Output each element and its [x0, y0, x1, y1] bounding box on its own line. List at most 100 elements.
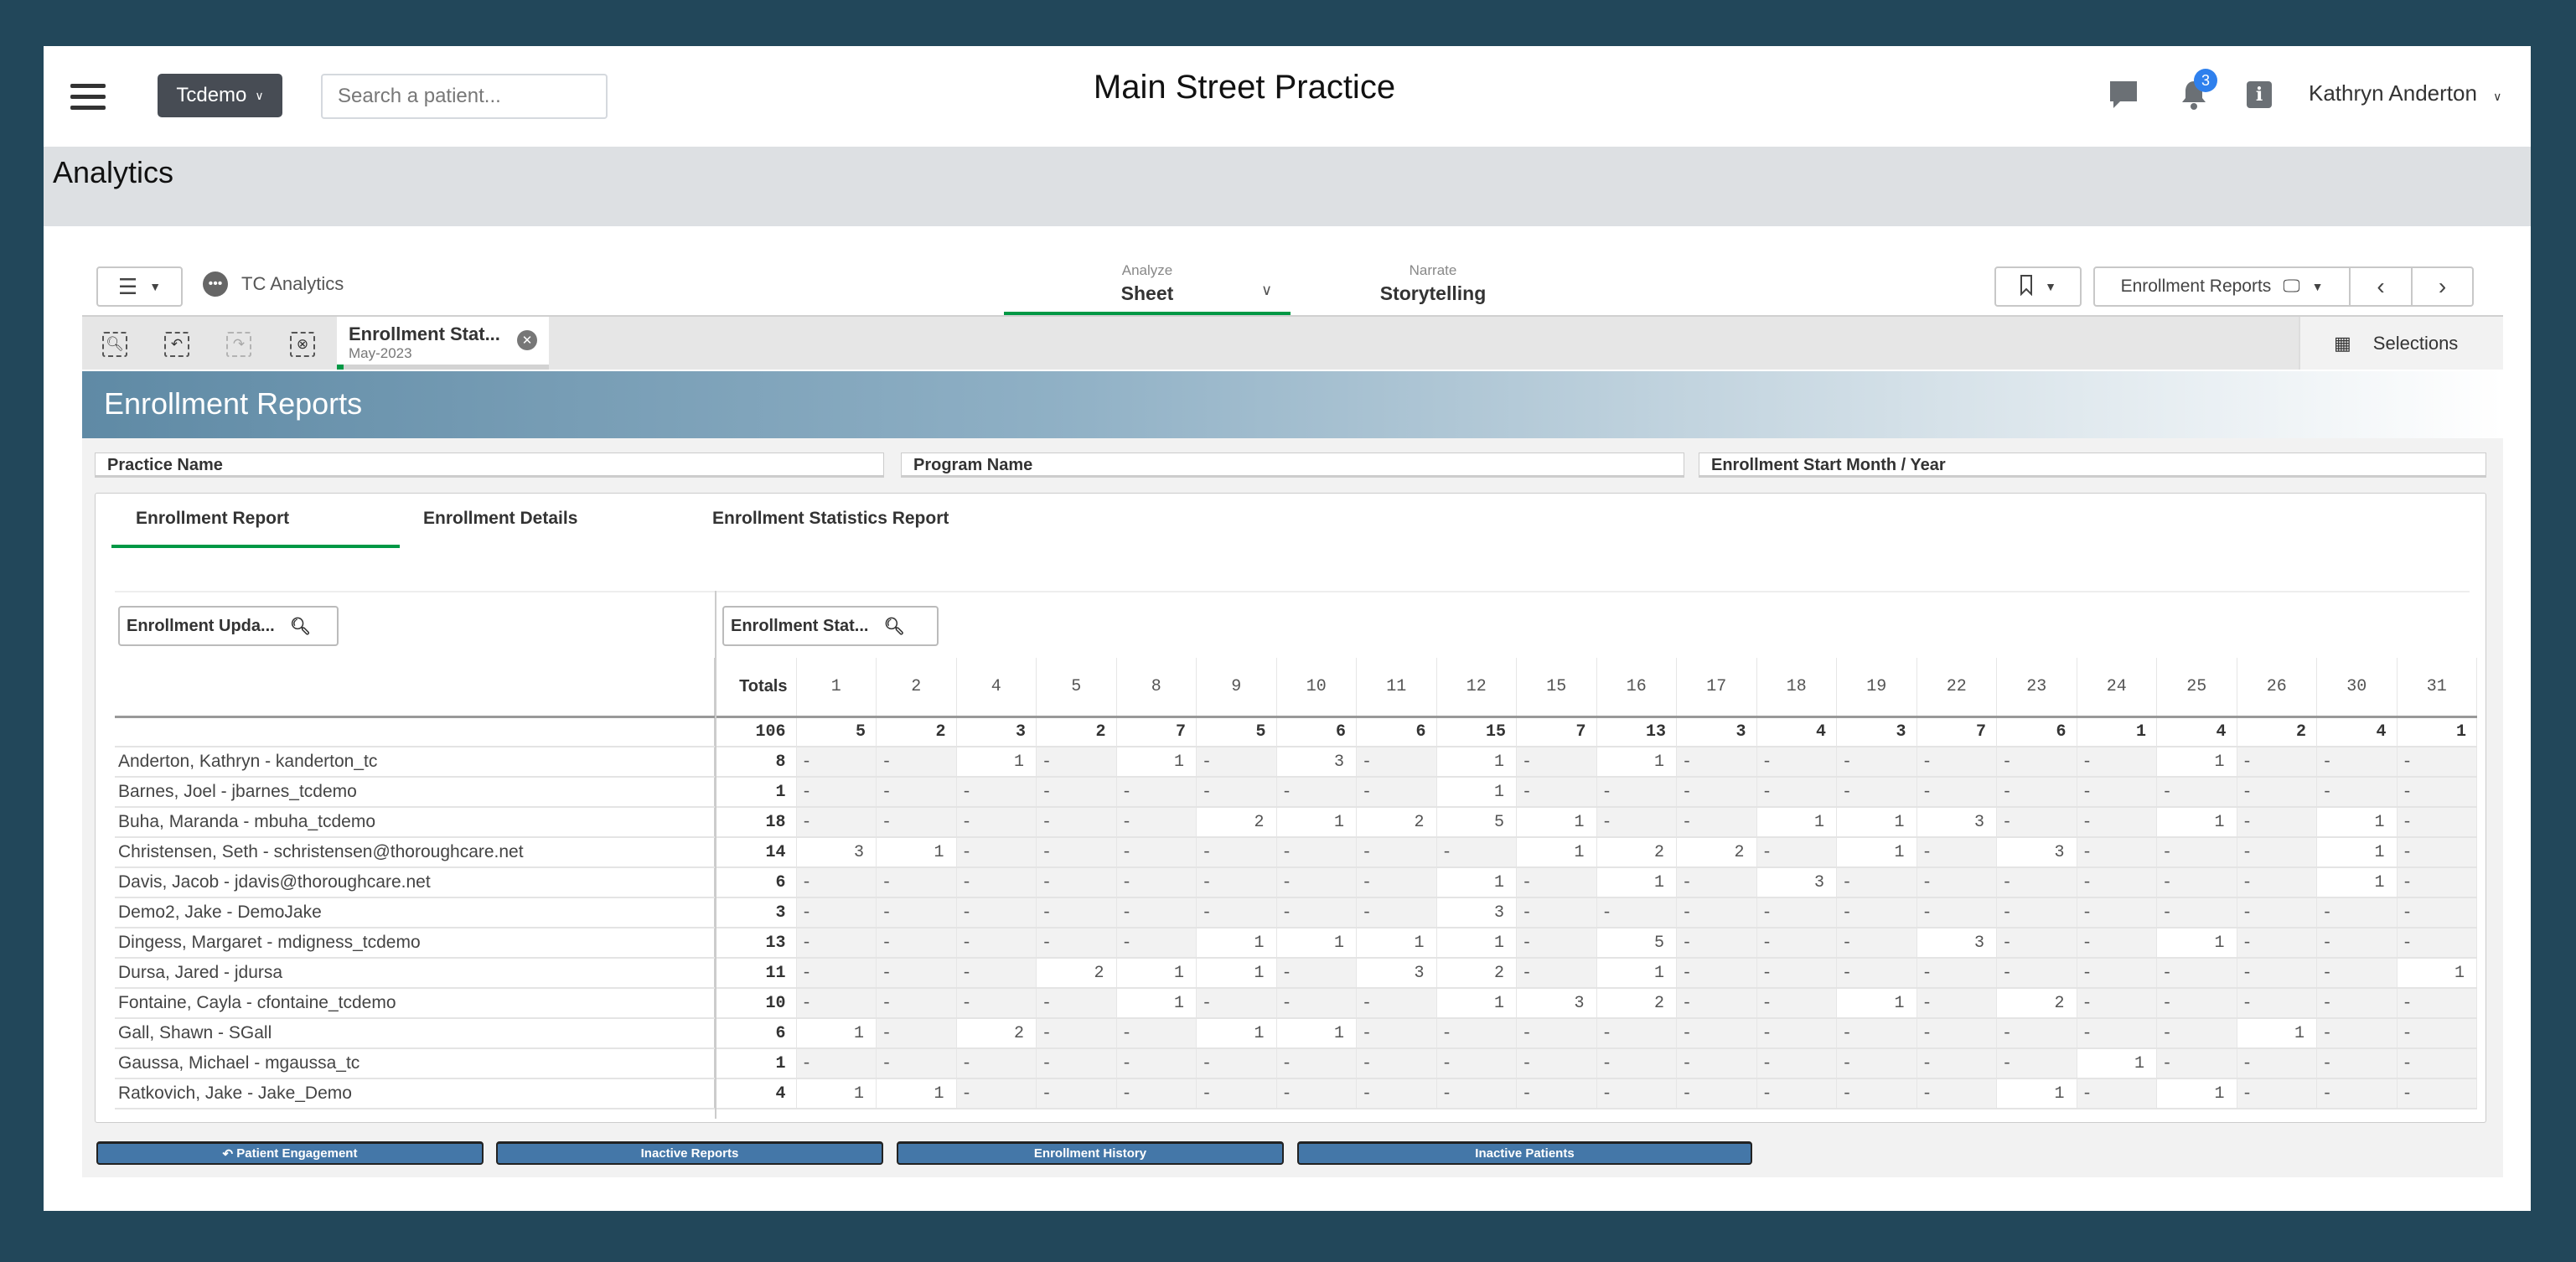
table-cell: - [1196, 837, 1277, 868]
user-menu[interactable]: Kathryn Anderton ∨ [2309, 80, 2501, 106]
table-cell: - [956, 897, 1037, 928]
qlik-menu-button[interactable]: ☰ ▼ [96, 266, 183, 307]
row-dimension-search[interactable]: Enrollment Upda... 🔍︎ [118, 606, 339, 646]
chevron-down-icon[interactable]: ∨ [1261, 282, 1273, 298]
table-cell: - [876, 897, 957, 928]
enrollment-history-button[interactable]: Enrollment History [897, 1141, 1284, 1165]
tab-enrollment-statistics[interactable]: Enrollment Statistics Report [712, 509, 949, 528]
inactive-reports-button[interactable]: Inactive Reports [496, 1141, 883, 1165]
filter-practice-name[interactable]: Practice Name [95, 453, 884, 478]
column-header: 5 [1036, 658, 1117, 718]
org-dropdown-button[interactable]: Tcdemo ∨ [158, 74, 282, 117]
column-dimension-search[interactable]: Enrollment Stat... 🔍︎ [722, 606, 939, 646]
row-label[interactable]: Demo2, Jake - DemoJake [115, 897, 716, 928]
filter-enrollment-start[interactable]: Enrollment Start Month / Year [1699, 453, 2486, 478]
selections-button[interactable]: ▦ Selections [2299, 317, 2503, 370]
table-cell: - [1916, 1078, 1997, 1109]
table-cell: 1 [1196, 928, 1277, 959]
row-label[interactable]: Dursa, Jared - jdursa [115, 958, 716, 989]
more-icon[interactable]: ••• [203, 272, 228, 297]
column-header: 12 [1436, 658, 1517, 718]
tab-enrollment-details[interactable]: Enrollment Details [423, 509, 578, 528]
row-label[interactable]: Buha, Maranda - mbuha_tcdemo [115, 807, 716, 838]
active-tab-indicator [111, 545, 400, 548]
table-cell: - [1196, 747, 1277, 778]
table-cell: - [1276, 1048, 1357, 1079]
table-cell: - [2237, 988, 2317, 1019]
table-cell: - [1036, 867, 1117, 898]
table-cell: - [1916, 988, 1997, 1019]
table-cell: - [2077, 928, 2157, 959]
table-cell: - [1756, 777, 1837, 808]
table-cell: - [2156, 1048, 2237, 1079]
column-header: 11 [1356, 658, 1437, 718]
table-cell: 1 [1596, 958, 1677, 989]
row-label[interactable]: Ratkovich, Jake - Jake_Demo [115, 1078, 716, 1109]
table-cell: - [1596, 807, 1677, 838]
row-label[interactable]: Dingess, Margaret - mdigness_tcdemo [115, 928, 716, 959]
row-label[interactable]: Gall, Shawn - SGall [115, 1018, 716, 1049]
pivot-header [115, 591, 2470, 716]
table-cell: - [2397, 837, 2477, 868]
table-cell: 1 [796, 1018, 877, 1049]
chat-icon[interactable] [2107, 78, 2140, 111]
user-name: Kathryn Anderton [2309, 80, 2477, 106]
bookmark-button[interactable]: ▼ [1994, 266, 2082, 307]
table-cell: - [876, 1048, 957, 1079]
column-total: 7 [1116, 716, 1197, 747]
column-header: 23 [1996, 658, 2077, 718]
clear-selections-icon[interactable]: ⊗ [290, 332, 315, 357]
table-cell: 1 [1836, 837, 1917, 868]
filter-program-name[interactable]: Program Name [901, 453, 1684, 478]
table-cell: - [1836, 1018, 1917, 1049]
table-cell: - [1516, 1018, 1597, 1049]
row-label[interactable]: Fontaine, Cayla - cfontaine_tcdemo [115, 988, 716, 1019]
table-cell: 3 [1276, 747, 1357, 778]
row-total: 1 [715, 777, 797, 808]
next-sheet-button[interactable]: › [2438, 273, 2447, 299]
selection-chip[interactable]: Enrollment Stat... May-2023 ✕ [337, 317, 549, 370]
table-cell: - [2316, 747, 2398, 778]
inactive-patients-button[interactable]: Inactive Patients [1297, 1141, 1752, 1165]
table-cell: - [956, 928, 1037, 959]
table-cell: 1 [2156, 807, 2237, 838]
table-cell: - [1036, 747, 1117, 778]
step-forward-icon[interactable]: ↷ [226, 332, 251, 357]
row-label[interactable]: Anderton, Kathryn - kanderton_tc [115, 747, 716, 778]
table-cell: 2 [956, 1018, 1037, 1049]
table-cell: 1 [1516, 807, 1597, 838]
close-icon[interactable]: ✕ [517, 330, 537, 350]
patient-engagement-button[interactable]: ↶ Patient Engagement [96, 1141, 484, 1165]
table-cell: - [956, 988, 1037, 1019]
nav-small-label: Narrate [1409, 262, 1457, 278]
patient-search-input[interactable] [321, 74, 608, 119]
table-cell: - [876, 928, 957, 959]
row-label[interactable]: Davis, Jacob - jdavis@thoroughcare.net [115, 867, 716, 898]
row-label[interactable]: Gaussa, Michael - mgaussa_tc [115, 1048, 716, 1079]
table-cell: - [1036, 897, 1117, 928]
table-cell: - [796, 988, 877, 1019]
row-label[interactable]: Barnes, Joel - jbarnes_tcdemo [115, 777, 716, 808]
smart-search-icon[interactable]: 🔍︎ [102, 332, 127, 357]
sheet-selector[interactable]: Enrollment Reports 🖵 ▼ [2095, 268, 2351, 305]
info-icon[interactable]: i [2242, 78, 2276, 111]
table-cell: 3 [1516, 988, 1597, 1019]
table-cell: - [1836, 747, 1917, 778]
table-cell: - [1676, 897, 1757, 928]
table-cell: - [2397, 747, 2477, 778]
table-row: Fontaine, Cayla - cfontaine_tcdemo 10- - - -… [115, 988, 2477, 1019]
table-cell: - [1756, 988, 1837, 1019]
tab-enrollment-report[interactable]: Enrollment Report [136, 509, 290, 528]
table-cell: 1 [876, 1078, 957, 1109]
table-cell: - [1356, 897, 1437, 928]
step-back-icon[interactable]: ↶ [164, 332, 189, 357]
pivot-divider [715, 591, 716, 1119]
nav-analyze-sheet[interactable]: Analyze Sheet [1004, 262, 1291, 315]
hamburger-menu-icon[interactable] [70, 84, 106, 111]
previous-sheet-button[interactable]: ‹ [2351, 268, 2413, 305]
caret-down-icon: ▼ [2311, 280, 2324, 293]
row-label[interactable]: Christensen, Seth - schristensen@thoroug… [115, 837, 716, 868]
nav-narrate-storytelling[interactable]: Narrate Storytelling [1307, 262, 1559, 305]
table-cell: - [1356, 1018, 1437, 1049]
table-cell: - [1996, 1048, 2077, 1079]
